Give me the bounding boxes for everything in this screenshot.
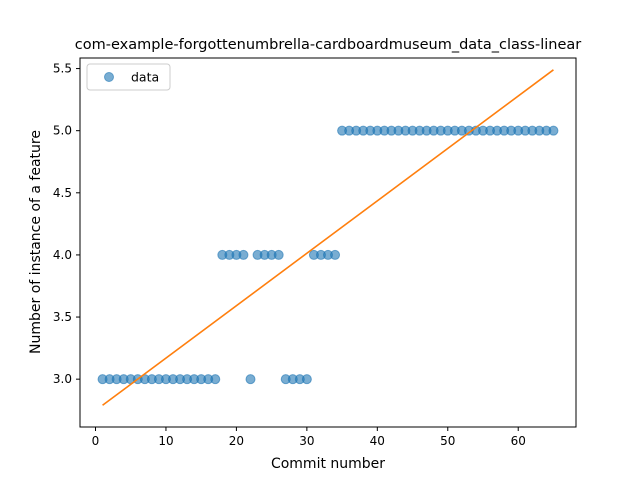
plot-background <box>80 58 576 427</box>
y-tick-label: 5.0 <box>53 124 72 138</box>
plot-area <box>79 57 577 428</box>
x-tick-label: 40 <box>370 434 385 448</box>
y-tick-label: 4.0 <box>53 248 72 262</box>
y-tick-label: 5.5 <box>53 62 72 76</box>
data-point <box>245 374 256 385</box>
data-point <box>330 249 341 260</box>
x-tick-label: 0 <box>92 434 100 448</box>
x-tick-label: 50 <box>440 434 455 448</box>
x-axis-ticks: 0 10 20 30 40 50 60 <box>92 427 526 448</box>
fit-line <box>102 69 554 406</box>
legend: data <box>86 63 171 91</box>
data-point <box>548 125 559 136</box>
y-axis-label: Number of instance of a feature <box>28 130 44 354</box>
data-point <box>301 374 312 385</box>
x-axis-label: Commit number <box>271 456 385 472</box>
data-points <box>97 125 559 385</box>
data-point <box>210 374 221 385</box>
y-axis-ticks: 3.0 3.5 4.0 4.5 5.0 5.5 <box>53 62 80 386</box>
y-tick-label: 3.5 <box>53 310 72 324</box>
legend-label-data: data <box>131 70 159 85</box>
plot-frame <box>79 57 577 428</box>
y-tick-label: 3.0 <box>53 372 72 386</box>
legend-marker <box>104 72 114 82</box>
x-tick-label: 10 <box>158 434 173 448</box>
x-tick-label: 20 <box>229 434 244 448</box>
data-point <box>238 249 249 260</box>
fit-line-segment <box>102 69 554 406</box>
x-tick-label: 60 <box>511 434 526 448</box>
y-tick-label: 4.5 <box>53 186 72 200</box>
x-tick-label: 30 <box>299 434 314 448</box>
legend-frame <box>86 63 171 91</box>
chart-title: com-example-forgottenumbrella-cardboardm… <box>75 37 582 53</box>
data-point <box>273 249 284 260</box>
